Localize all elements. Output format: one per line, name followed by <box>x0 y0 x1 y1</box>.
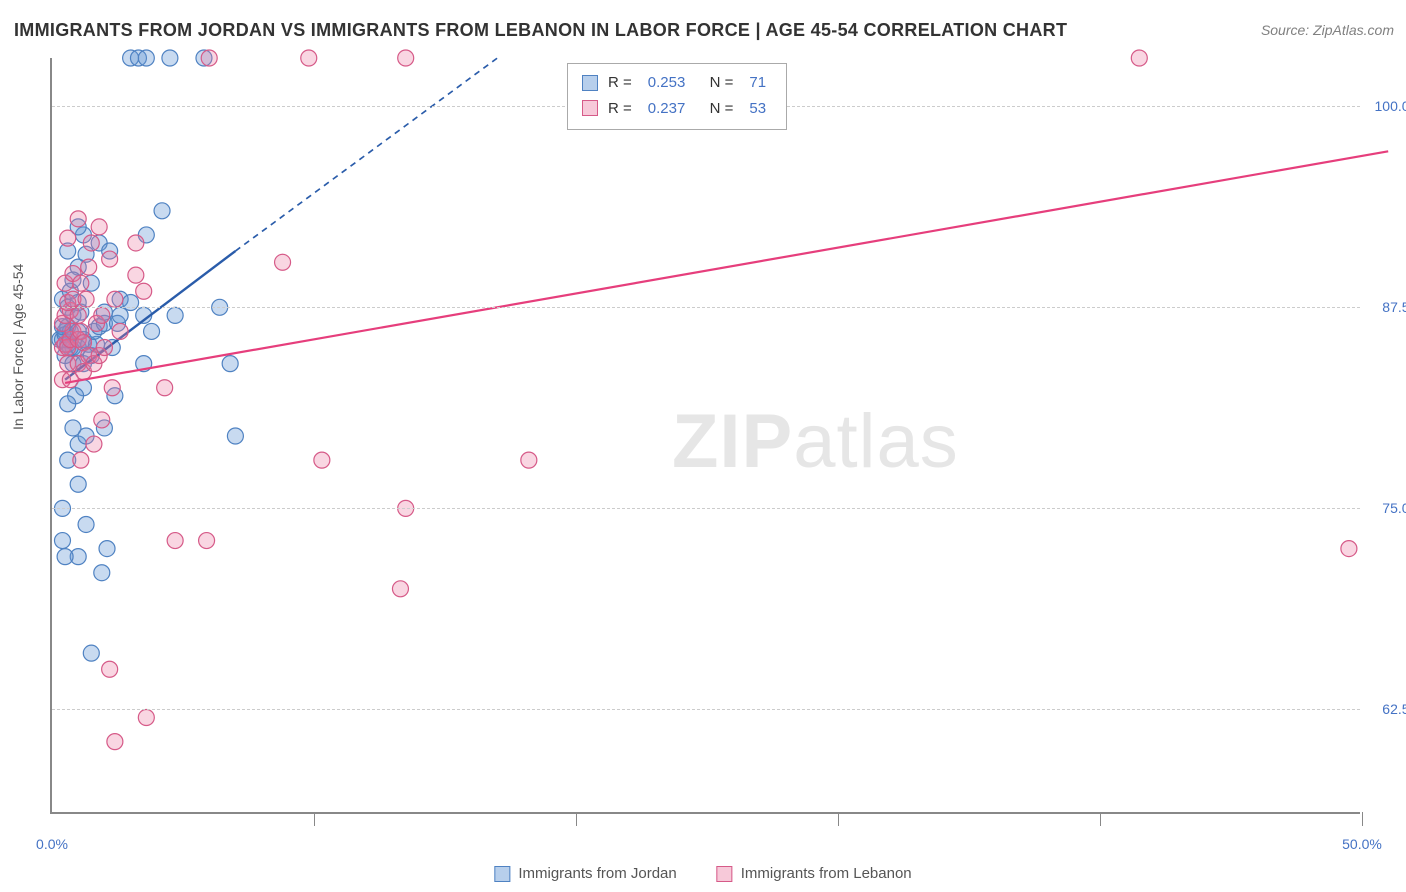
data-point <box>128 267 144 283</box>
data-point <box>60 396 76 412</box>
y-axis-label: In Labor Force | Age 45-54 <box>10 264 26 430</box>
data-point <box>392 581 408 597</box>
y-tick-label: 62.5% <box>1382 701 1406 717</box>
x-tick <box>314 812 315 826</box>
legend-swatch <box>582 75 598 91</box>
data-point <box>57 549 73 565</box>
chart-svg <box>52 58 1360 812</box>
data-point <box>167 307 183 323</box>
data-point <box>70 307 86 323</box>
legend-swatch <box>582 100 598 116</box>
chart-title: IMMIGRANTS FROM JORDAN VS IMMIGRANTS FRO… <box>14 20 1067 41</box>
data-point <box>138 50 154 66</box>
data-point <box>275 254 291 270</box>
data-point <box>157 380 173 396</box>
series-legend: Immigrants from Jordan Immigrants from Le… <box>494 865 911 882</box>
data-point <box>104 380 120 396</box>
data-point <box>94 412 110 428</box>
data-point <box>227 428 243 444</box>
data-point <box>201 50 217 66</box>
legend-label: Immigrants from Lebanon <box>741 865 912 882</box>
data-point <box>136 283 152 299</box>
legend-swatch <box>717 866 733 882</box>
corr-n-value: 53 <box>749 96 766 122</box>
data-point <box>102 661 118 677</box>
data-point <box>398 50 414 66</box>
data-point <box>78 291 94 307</box>
data-point <box>78 516 94 532</box>
corr-r-value: 0.253 <box>648 70 686 96</box>
data-point <box>107 291 123 307</box>
data-point <box>94 307 110 323</box>
data-point <box>301 50 317 66</box>
data-point <box>128 235 144 251</box>
corr-n-value: 71 <box>749 70 766 96</box>
data-point <box>81 259 97 275</box>
data-point <box>70 476 86 492</box>
data-point <box>54 533 70 549</box>
correlation-row: R = 0.253 N = 71 <box>582 70 772 96</box>
data-point <box>86 436 102 452</box>
x-tick <box>838 812 839 826</box>
data-point <box>70 211 86 227</box>
data-point <box>73 275 89 291</box>
data-point <box>107 734 123 750</box>
data-point <box>112 323 128 339</box>
gridline-h <box>52 709 1360 710</box>
trend-line <box>65 151 1388 383</box>
x-tick-label: 0.0% <box>36 836 68 852</box>
correlation-row: R = 0.237 N = 53 <box>582 96 772 122</box>
data-point <box>1341 541 1357 557</box>
data-point <box>96 340 112 356</box>
data-point <box>154 203 170 219</box>
x-tick <box>1362 812 1363 826</box>
data-point <box>73 452 89 468</box>
corr-n-label: N = <box>701 96 733 122</box>
data-point <box>62 372 78 388</box>
data-point <box>94 565 110 581</box>
data-point <box>138 709 154 725</box>
data-point <box>222 356 238 372</box>
correlation-chart: IMMIGRANTS FROM JORDAN VS IMMIGRANTS FRO… <box>0 0 1406 892</box>
data-point <box>91 219 107 235</box>
gridline-h <box>52 508 1360 509</box>
corr-r-value: 0.237 <box>648 96 686 122</box>
y-tick-label: 87.5% <box>1382 299 1406 315</box>
y-tick-label: 75.0% <box>1382 500 1406 516</box>
legend-item: Immigrants from Lebanon <box>717 865 912 882</box>
data-point <box>112 307 128 323</box>
data-point <box>1131 50 1147 66</box>
gridline-h <box>52 307 1360 308</box>
legend-item: Immigrants from Jordan <box>494 865 676 882</box>
data-point <box>162 50 178 66</box>
x-tick-label: 50.0% <box>1342 836 1382 852</box>
data-point <box>167 533 183 549</box>
data-point <box>83 645 99 661</box>
data-point <box>144 323 160 339</box>
legend-swatch <box>494 866 510 882</box>
data-point <box>314 452 330 468</box>
corr-n-label: N = <box>701 70 733 96</box>
x-tick <box>1100 812 1101 826</box>
data-point <box>99 541 115 557</box>
data-point <box>60 230 76 246</box>
trend-line-extension <box>235 58 497 251</box>
corr-r-label: R = <box>608 96 632 122</box>
data-point <box>83 235 99 251</box>
plot-area: ZIPatlas 62.5%75.0%87.5%100.0%0.0%50.0% <box>50 58 1360 814</box>
x-tick <box>576 812 577 826</box>
correlation-legend: R = 0.253 N = 71 R = 0.237 N = 53 <box>567 63 787 130</box>
legend-label: Immigrants from Jordan <box>518 865 676 882</box>
corr-r-label: R = <box>608 70 632 96</box>
data-point <box>199 533 215 549</box>
source-label: Source: ZipAtlas.com <box>1261 22 1394 38</box>
data-point <box>521 452 537 468</box>
y-tick-label: 100.0% <box>1375 98 1406 114</box>
data-point <box>102 251 118 267</box>
